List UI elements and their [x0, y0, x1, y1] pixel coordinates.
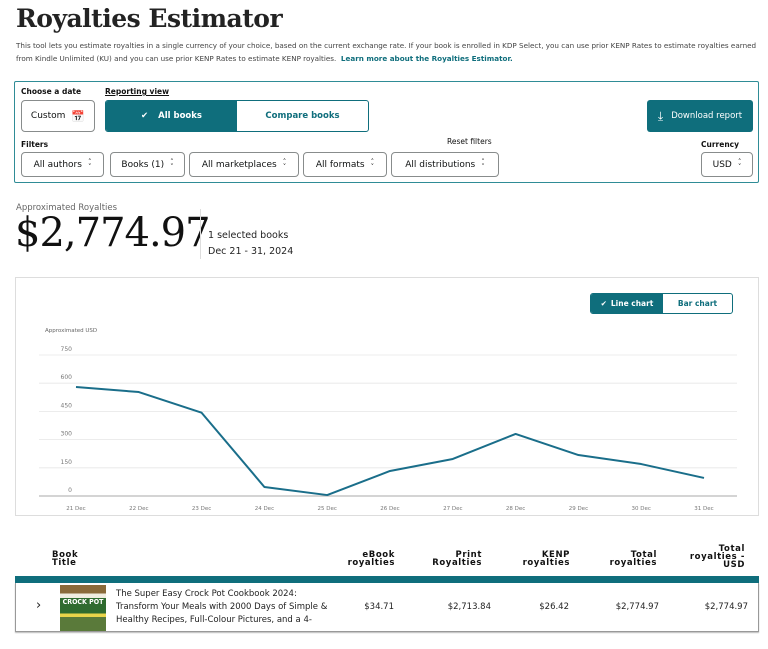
- page-title: Royalties Estimator: [16, 4, 283, 33]
- filter-formats-label: All formats: [315, 159, 365, 170]
- reporting-view-toggle: ✔ All books Compare books: [105, 100, 369, 132]
- filter-marketplaces[interactable]: All marketplaces ˄ ˅: [189, 152, 299, 177]
- selected-books-count: 1 selected books: [208, 230, 289, 241]
- calendar-icon: 📅: [71, 109, 86, 123]
- filter-distributions-label: All distributions: [405, 159, 476, 170]
- chart-container: ✔ Line chart Bar chart Approximated USD …: [15, 277, 759, 516]
- x-tick-label: 31 Dec: [694, 506, 713, 512]
- intro-text: This tool lets you estimate royalties in…: [16, 39, 761, 65]
- filter-distributions[interactable]: All distributions ˄ ˅: [391, 152, 499, 177]
- reset-filters-link[interactable]: Reset filters: [447, 137, 492, 146]
- col-header-ebook: eBook royalties: [347, 550, 395, 568]
- cell-ebook: $34.71: [364, 602, 394, 612]
- y-axis-label: Approximated USD: [45, 328, 97, 334]
- col-header-print: Print Royalties: [432, 550, 482, 568]
- table-row: › CROCK POT The Super Easy Crock Pot Coo…: [15, 583, 759, 632]
- y-tick-label: 750: [61, 346, 73, 353]
- x-tick-label: 22 Dec: [129, 506, 148, 512]
- y-tick-label: 600: [61, 374, 73, 381]
- controls-panel: Choose a date Reporting view Custom 📅 ✔ …: [14, 81, 759, 183]
- x-tick-label: 26 Dec: [380, 506, 399, 512]
- book-title: The Super Easy Crock Pot Cookbook 2024: …: [116, 589, 328, 625]
- y-tick-label: 0: [68, 487, 72, 494]
- chevron-updown-icon: ˄ ˅: [170, 157, 174, 171]
- filter-books-label: Books (1): [121, 159, 165, 170]
- col-header-kenp: KENP royalties: [522, 550, 570, 568]
- filter-authors-label: All authors: [33, 159, 82, 170]
- all-books-tab[interactable]: ✔ All books: [106, 101, 237, 131]
- x-tick-label: 21 Dec: [66, 506, 85, 512]
- expand-row-chevron-icon[interactable]: ›: [36, 598, 42, 613]
- x-tick-label: 23 Dec: [192, 506, 211, 512]
- x-tick-label: 29 Dec: [569, 506, 588, 512]
- cell-print: $2,713.84: [447, 602, 491, 612]
- y-tick-label: 300: [61, 431, 73, 438]
- x-tick-label: 28 Dec: [506, 506, 525, 512]
- col-header-total: Total royalties: [609, 550, 657, 568]
- chart-type-toggle: ✔ Line chart Bar chart: [590, 293, 733, 314]
- bar-chart-tab[interactable]: Bar chart: [677, 299, 718, 308]
- filters-label: Filters: [21, 140, 49, 149]
- compare-books-tab[interactable]: Compare books: [265, 111, 340, 121]
- date-picker-button[interactable]: Custom 📅: [21, 100, 95, 132]
- filter-authors[interactable]: All authors ˄ ˅: [21, 152, 104, 177]
- x-tick-label: 27 Dec: [443, 506, 462, 512]
- x-tick-label: 30 Dec: [632, 506, 651, 512]
- chevron-updown-icon: ˄ ˅: [370, 157, 375, 171]
- series-line: [75, 385, 705, 497]
- all-books-label: All books: [158, 111, 202, 121]
- line-chart-tab[interactable]: ✔ Line chart: [591, 294, 663, 313]
- x-tick-label: 24 Dec: [255, 506, 274, 512]
- chevron-updown-icon: ˄ ˅: [282, 157, 287, 171]
- filter-marketplaces-label: All marketplaces: [201, 159, 277, 170]
- cell-kenp: $26.42: [539, 602, 569, 612]
- y-tick-label: 150: [61, 459, 73, 466]
- date-range: Dec 21 - 31, 2024: [208, 246, 294, 257]
- chevron-updown-icon: ˄ ˅: [481, 157, 485, 171]
- cell-total-usd: $2,774.97: [704, 602, 748, 612]
- y-tick-label: 450: [61, 402, 73, 409]
- filter-formats[interactable]: All formats ˄ ˅: [303, 152, 387, 177]
- summary-label: Approximated Royalties: [16, 203, 118, 213]
- chevron-updown-icon: ˄ ˅: [87, 157, 92, 171]
- currency-select[interactable]: USD ˄ ˅: [701, 152, 753, 177]
- date-label: Choose a date: [21, 87, 82, 96]
- reporting-view-label: Reporting view: [105, 87, 170, 96]
- intro-body: This tool lets you estimate royalties in…: [16, 41, 757, 63]
- date-value: Custom: [30, 111, 66, 121]
- check-icon: ✔: [141, 111, 149, 121]
- table-header: Book Title eBook royalties Print Royalties …: [15, 544, 759, 576]
- learn-more-link[interactable]: Learn more about the Royalties Estimator…: [340, 54, 513, 63]
- cover-text: CROCK POT: [62, 598, 104, 606]
- currency-label: Currency: [701, 140, 740, 149]
- line-chart: Approximated USD 0 150 300 450 600 750 21 Dec…: [39, 328, 737, 512]
- line-chart-label: Line chart: [610, 299, 654, 308]
- check-icon: ✔: [600, 299, 607, 308]
- download-label: Download report: [671, 111, 743, 121]
- download-icon: ⤓: [657, 108, 664, 123]
- col-header-total-usd: Total royalties - USD: [689, 544, 745, 570]
- col-header-book-title: Book Title: [52, 550, 79, 568]
- book-cover-image: CROCK POT: [60, 585, 106, 631]
- download-report-button[interactable]: ⤓ Download report: [647, 100, 753, 132]
- x-tick-label: 25 Dec: [318, 506, 337, 512]
- chevron-updown-icon: ˄ ˅: [737, 157, 742, 171]
- total-royalties-amount: $2,774.97: [15, 210, 211, 256]
- filter-books[interactable]: Books (1) ˄ ˅: [110, 152, 185, 177]
- currency-value: USD: [712, 159, 732, 170]
- cell-total: $2,774.97: [615, 602, 659, 612]
- table-header-bar: [15, 576, 759, 583]
- summary-divider: [200, 209, 201, 259]
